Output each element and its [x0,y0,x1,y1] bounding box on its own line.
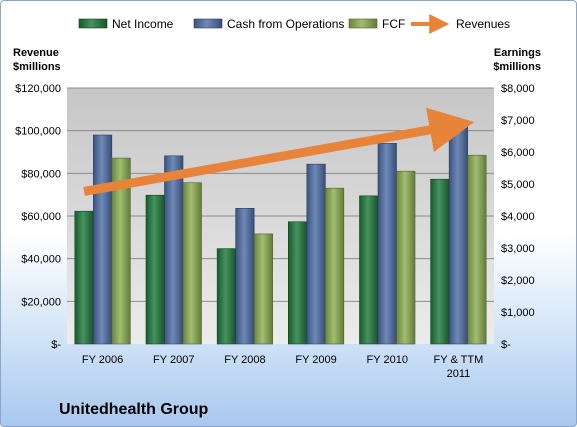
right-axis-title: $millions [493,61,541,73]
legend-label: Net Income [112,17,174,31]
left-axis-title: Revenue [13,47,59,59]
bar [164,155,184,345]
bar [396,170,416,345]
left-tick-label: $40,000 [21,254,61,266]
legend-label: FCF [382,17,405,31]
category-label: FY 2006 [82,354,123,366]
left-tick-label: $80,000 [21,168,61,180]
bar [359,195,379,345]
left-axis-title: $millions [13,61,61,73]
bar [448,120,468,345]
bar [253,233,273,345]
bar [467,154,487,345]
bar [74,210,94,345]
legend-swatch [193,18,223,29]
right-tick-label: $8,000 [501,83,535,95]
left-tick-label: $100,000 [15,126,61,138]
right-tick-label: $4,000 [501,211,535,223]
bar [288,221,308,345]
bar [93,134,113,345]
left-tick-label: $120,000 [15,83,61,95]
right-axis-title: Earnings [494,47,541,59]
left-tick-label: $- [51,339,61,351]
right-tick-label: $6,000 [501,147,535,159]
bar [111,157,131,345]
right-tick-label: $- [501,339,511,351]
bar [216,248,236,345]
right-tick-label: $3,000 [501,243,535,255]
bar [235,208,255,345]
bar [377,143,397,345]
legend-swatch [348,18,378,29]
right-tick-label: $1,000 [501,307,535,319]
category-label: FY 2007 [153,354,194,366]
category-label: FY & TTM [434,354,484,366]
right-tick-label: $5,000 [501,179,535,191]
left-tick-label: $20,000 [21,296,61,308]
right-tick-label: $2,000 [501,275,535,287]
category-label: FY 2010 [367,354,408,366]
bar [306,163,326,345]
category-label: FY 2009 [295,354,336,366]
chart-title: Unitedhealth Group [59,401,209,418]
left-tick-label: $60,000 [21,211,61,223]
revenues-arrow [83,107,475,196]
bar [430,178,450,345]
legend-label: Revenues [456,17,510,31]
legend-swatch [78,18,108,29]
bar [145,194,165,345]
legend-label: Cash from Operations [227,17,344,31]
category-label: 2011 [447,368,471,380]
bar [182,182,202,345]
right-tick-label: $7,000 [501,115,535,127]
bar [325,187,345,345]
category-label: FY 2008 [224,354,265,366]
